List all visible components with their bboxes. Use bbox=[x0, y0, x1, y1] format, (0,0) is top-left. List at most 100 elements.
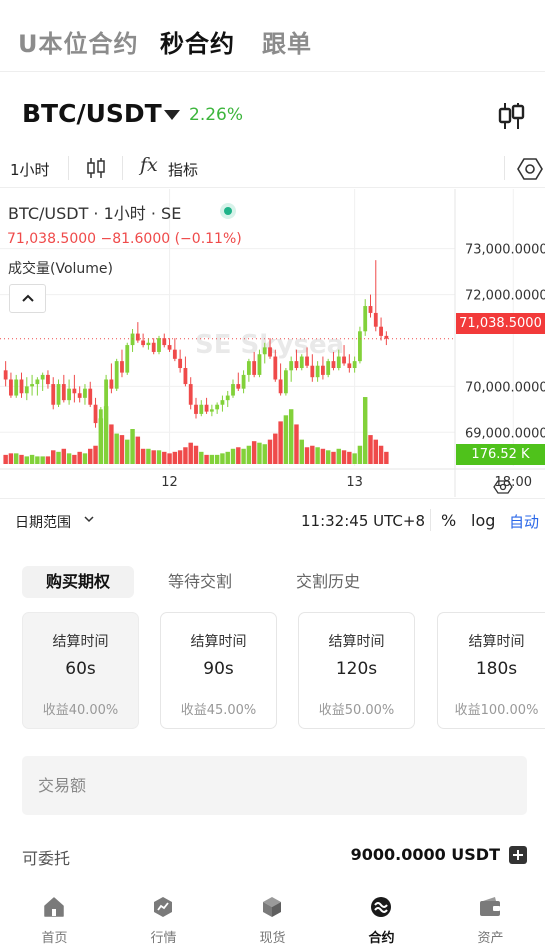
volume-bar bbox=[352, 453, 357, 464]
candle-body bbox=[135, 333, 140, 341]
log-scale-toggle[interactable]: log bbox=[471, 511, 496, 530]
nav-item-contract[interactable]: 合约 bbox=[327, 886, 436, 947]
settlement-card-180s[interactable]: 结算时间 180s 收益100.00% bbox=[437, 612, 545, 729]
candle-body bbox=[172, 349, 177, 359]
add-funds-icon[interactable] bbox=[509, 846, 527, 864]
volume-bar bbox=[29, 454, 35, 464]
volume-bar bbox=[225, 451, 230, 464]
candle-body bbox=[77, 393, 82, 398]
candle-body bbox=[109, 379, 114, 389]
home-icon bbox=[44, 897, 64, 917]
nav-label: 首页 bbox=[41, 931, 68, 946]
candle-body bbox=[98, 409, 103, 424]
volume-bar bbox=[299, 439, 304, 464]
candle-body bbox=[215, 404, 220, 410]
volume-bar bbox=[183, 447, 188, 464]
candle-body bbox=[51, 384, 56, 405]
tab-pending-settlement[interactable]: 等待交割 bbox=[168, 572, 233, 591]
volume-bar bbox=[373, 439, 379, 464]
volume-bar bbox=[278, 421, 283, 464]
volume-bar bbox=[304, 447, 310, 464]
nav-item-assets[interactable]: 资产 bbox=[436, 886, 545, 947]
pair-dropdown-icon[interactable] bbox=[164, 110, 180, 120]
chart-symbol-info: BTC/USDT · 1小时 · SE bbox=[8, 204, 182, 223]
volume-bar bbox=[325, 450, 331, 464]
nav-item-home[interactable]: 首页 bbox=[0, 886, 109, 947]
volume-bar bbox=[362, 397, 368, 464]
candle-body bbox=[162, 338, 167, 346]
candle-body bbox=[24, 386, 29, 394]
nav-item-spot[interactable]: 现货 bbox=[218, 886, 327, 947]
volume-bar bbox=[146, 448, 151, 464]
settlement-card-60s[interactable]: 结算时间 60s 收益40.00% bbox=[22, 612, 139, 729]
chevron-down-icon[interactable] bbox=[84, 516, 94, 523]
volume-bar bbox=[384, 451, 389, 464]
candle-body bbox=[141, 340, 146, 346]
auto-scale-toggle[interactable]: 自动 bbox=[509, 513, 540, 531]
candlestick-chart-icon[interactable] bbox=[495, 100, 527, 132]
settlement-yield: 收益50.00% bbox=[318, 703, 395, 718]
candle-body bbox=[130, 333, 135, 346]
percent-scale-toggle[interactable]: % bbox=[441, 511, 457, 530]
candle-body bbox=[225, 395, 230, 401]
volume-bar bbox=[109, 424, 114, 464]
toolbar-divider bbox=[68, 156, 69, 180]
price-axis-tick: 69,000.0000 bbox=[465, 426, 545, 441]
candle-body bbox=[167, 345, 172, 350]
nav-item-market[interactable]: 行情 bbox=[109, 886, 218, 947]
chart-type-icon[interactable] bbox=[85, 156, 107, 180]
collapse-legend-button[interactable] bbox=[9, 284, 46, 313]
volume-bar bbox=[162, 451, 167, 464]
settlement-card-120s[interactable]: 结算时间 120s 收益50.00% bbox=[298, 612, 415, 729]
pair-symbol[interactable]: BTC/USDT bbox=[22, 99, 162, 128]
utc-clock[interactable]: 11:32:45 UTC+8 bbox=[301, 512, 425, 530]
price-chart[interactable]: SE Skysea73,000.000072,000.000070,000.00… bbox=[0, 189, 545, 497]
tab-buy-option[interactable]: 购买期权 bbox=[22, 566, 134, 598]
interval-selector[interactable]: 1小时 bbox=[10, 161, 50, 179]
chart-settings-icon[interactable] bbox=[517, 156, 543, 182]
candle-body bbox=[310, 365, 315, 378]
axis-settings-icon bbox=[493, 480, 513, 494]
candle-body bbox=[19, 379, 24, 394]
available-label: 可委托 bbox=[22, 849, 71, 868]
candle-body bbox=[326, 361, 331, 375]
volume-bar bbox=[77, 451, 82, 464]
tab-usdt-futures[interactable]: U本位合约 bbox=[18, 30, 139, 58]
volume-bar bbox=[103, 406, 109, 464]
candle-body bbox=[315, 365, 320, 378]
date-range-selector[interactable]: 日期范围 bbox=[15, 515, 71, 531]
settlement-label: 结算时间 bbox=[328, 634, 385, 650]
settlement-label: 结算时间 bbox=[52, 634, 109, 650]
volume-bar bbox=[56, 451, 61, 464]
candle-body bbox=[93, 404, 98, 424]
axis-settings-icon-center bbox=[499, 483, 507, 491]
tab-settlement-history[interactable]: 交割历史 bbox=[296, 572, 361, 591]
settlement-card-90s[interactable]: 结算时间 90s 收益45.00% bbox=[160, 612, 277, 729]
candle-body bbox=[257, 354, 262, 375]
candle-body bbox=[30, 384, 34, 387]
trade-amount-input[interactable] bbox=[22, 756, 527, 815]
tab-copy-trading[interactable]: 跟单 bbox=[262, 30, 312, 58]
volume-bar bbox=[331, 451, 336, 464]
price-axis-tick: 72,000.0000 bbox=[465, 289, 545, 304]
volume-bar bbox=[315, 447, 320, 464]
volume-bar bbox=[214, 454, 220, 464]
indicator-fx-icon[interactable]: fx bbox=[140, 154, 158, 176]
last-price-tag: 71,038.5000 bbox=[456, 313, 545, 334]
candle-body bbox=[151, 342, 156, 352]
volume-bar bbox=[51, 450, 56, 464]
candle-body bbox=[246, 361, 251, 375]
candle-body bbox=[209, 409, 214, 412]
volume-bar bbox=[72, 454, 77, 464]
volume-bar bbox=[177, 450, 183, 464]
volume-bar bbox=[40, 456, 45, 464]
tab-second-contract[interactable]: 秒合约 bbox=[160, 30, 235, 58]
candle-body bbox=[342, 356, 346, 364]
candle-body bbox=[3, 370, 8, 380]
candle-body bbox=[352, 361, 357, 369]
candle-body bbox=[114, 361, 119, 389]
volume-bar bbox=[8, 453, 14, 464]
candle-body bbox=[199, 404, 204, 414]
indicator-button[interactable]: 指标 bbox=[168, 161, 199, 179]
volume-bar bbox=[98, 418, 104, 464]
